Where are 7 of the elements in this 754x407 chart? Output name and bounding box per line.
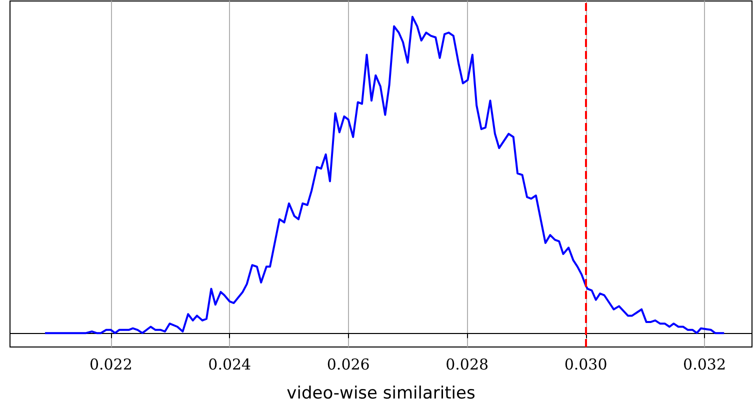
x-tick-label: 0.026	[326, 356, 370, 374]
x-tick-label: 0.024	[208, 356, 252, 374]
x-tick-label: 0.028	[446, 356, 489, 374]
x-tick-label: 0.032	[683, 356, 726, 374]
x-tick-label: 0.022	[89, 356, 132, 374]
x-axis-title: video-wise similarities	[286, 384, 476, 404]
x-tick-label: 0.030	[564, 356, 608, 374]
